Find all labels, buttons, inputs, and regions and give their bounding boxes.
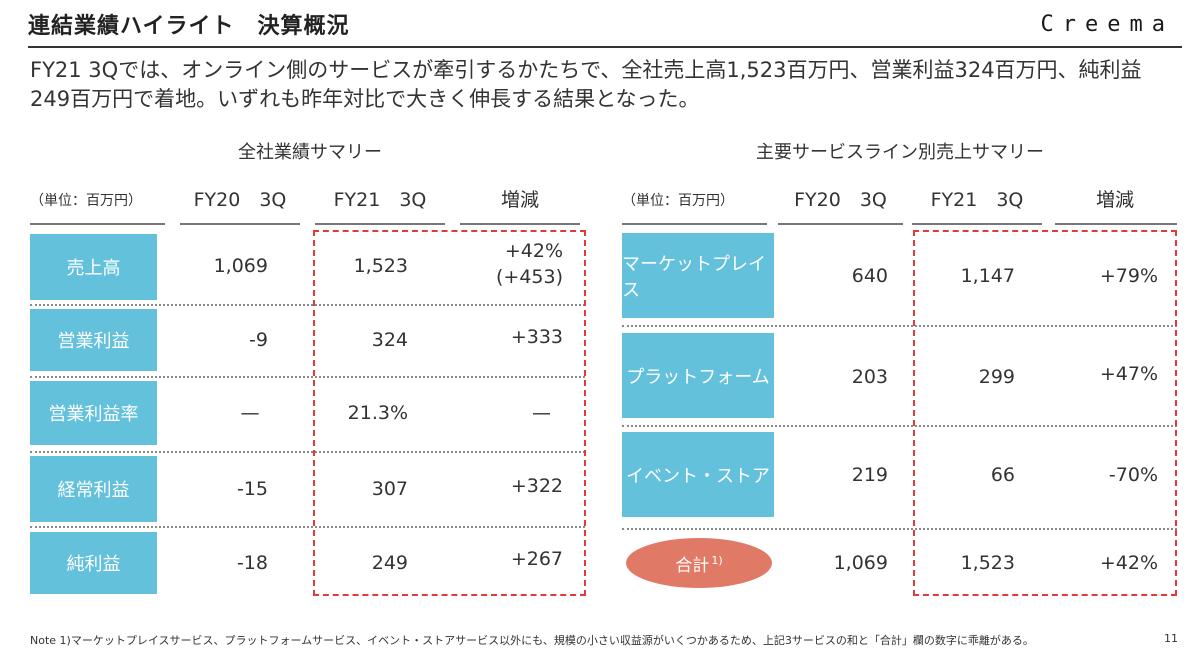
right-diff-rule (1055, 223, 1177, 225)
left-row-fy21: 249 (371, 552, 408, 574)
title-divider (28, 46, 1182, 48)
total-diff: +42% (1099, 552, 1158, 574)
right-row-fy20: 219 (851, 464, 888, 486)
left-row-fy20: -9 (249, 329, 268, 351)
right-row-label: プラットフォーム (622, 333, 774, 418)
right-row-label: マーケットプレイス (622, 233, 774, 318)
right-table-title: 主要サービスライン別売上サマリー (756, 142, 1044, 163)
right-fy21-rule (912, 223, 1042, 225)
left-table-title: 全社業績サマリー (238, 142, 382, 163)
left-row-fy21: 21.3% (347, 402, 408, 424)
right-row-diff: +47% (1099, 363, 1158, 385)
right-col-fy21: FY21 3Q (930, 189, 1024, 211)
row-divider (30, 451, 585, 453)
left-row-label: 純利益 (30, 532, 157, 594)
footnote: Note 1)マーケットプレイスサービス、プラットフォームサービス、イベント・ス… (30, 634, 1034, 647)
left-row-diff: +322 (510, 475, 563, 497)
left-row-fy20: -15 (236, 478, 268, 500)
row-divider (30, 304, 585, 306)
left-col-fy20: FY20 3Q (193, 189, 287, 211)
page-number: 11 (1164, 632, 1178, 645)
row-divider (30, 376, 585, 378)
left-row-fy20: 1,069 (213, 255, 268, 277)
right-col-fy20: FY20 3Q (794, 189, 887, 211)
total-fy20: 1,069 (833, 552, 888, 574)
right-row-fy20: 640 (851, 265, 888, 287)
left-row-fy21: 307 (371, 478, 408, 500)
right-highlight-box (913, 230, 1177, 596)
left-col-fy21: FY21 3Q (333, 189, 427, 211)
row-divider (622, 425, 1177, 427)
lead-text: FY21 3Qでは、オンライン側のサービスが牽引するかたちで、全社売上高1,52… (30, 58, 1142, 111)
right-col-diff: 増減 (1095, 189, 1134, 211)
right-row-fy21: 299 (978, 366, 1015, 388)
left-row-fy20: — (240, 402, 260, 424)
total-fy21: 1,523 (960, 552, 1015, 574)
right-row-diff: -70% (1108, 464, 1158, 486)
row-divider (622, 325, 1177, 327)
left-row-label: 売上高 (30, 234, 157, 300)
right-unit-rule (622, 223, 767, 225)
right-row-fy21: 66 (990, 464, 1015, 486)
left-row-diff-sub: (+453) (495, 266, 563, 288)
page-title: 連結業績ハイライト 決算概況 (28, 14, 350, 39)
left-row-label: 経常利益 (30, 456, 157, 522)
row-divider (622, 528, 1177, 530)
right-unit-label: （単位：百万円） (622, 193, 734, 209)
left-row-fy21: 324 (371, 329, 408, 351)
left-unit-rule (30, 223, 165, 225)
left-highlight-box (313, 230, 586, 596)
left-row-diff: +333 (510, 326, 563, 348)
right-row-diff: +79% (1099, 265, 1158, 287)
left-unit-label: （単位：百万円） (30, 193, 142, 209)
right-row-fy20: 203 (851, 366, 888, 388)
left-row-fy21: 1,523 (353, 255, 408, 277)
left-fy21-rule (315, 223, 445, 225)
left-row-diff: +42% (504, 240, 563, 262)
total-label: 合計 1) (626, 538, 772, 588)
left-row-label: 営業利益 (30, 309, 157, 371)
left-row-fy20: -18 (236, 552, 268, 574)
left-row-diff: +267 (510, 548, 563, 570)
right-row-fy21: 1,147 (960, 265, 1015, 287)
left-row-label: 営業利益率 (30, 381, 157, 445)
left-fy20-rule (180, 223, 300, 225)
left-row-diff: — (532, 402, 551, 424)
left-col-diff: 増減 (500, 189, 539, 211)
right-fy20-rule (778, 223, 903, 225)
left-diff-rule (460, 223, 580, 225)
row-divider (30, 526, 585, 528)
total-note-mark: 1) (711, 553, 723, 567)
total-label-text: 合計 (675, 555, 710, 576)
brand-logo: Creema (1040, 12, 1174, 37)
right-row-label: イベント・ストア (622, 432, 774, 517)
